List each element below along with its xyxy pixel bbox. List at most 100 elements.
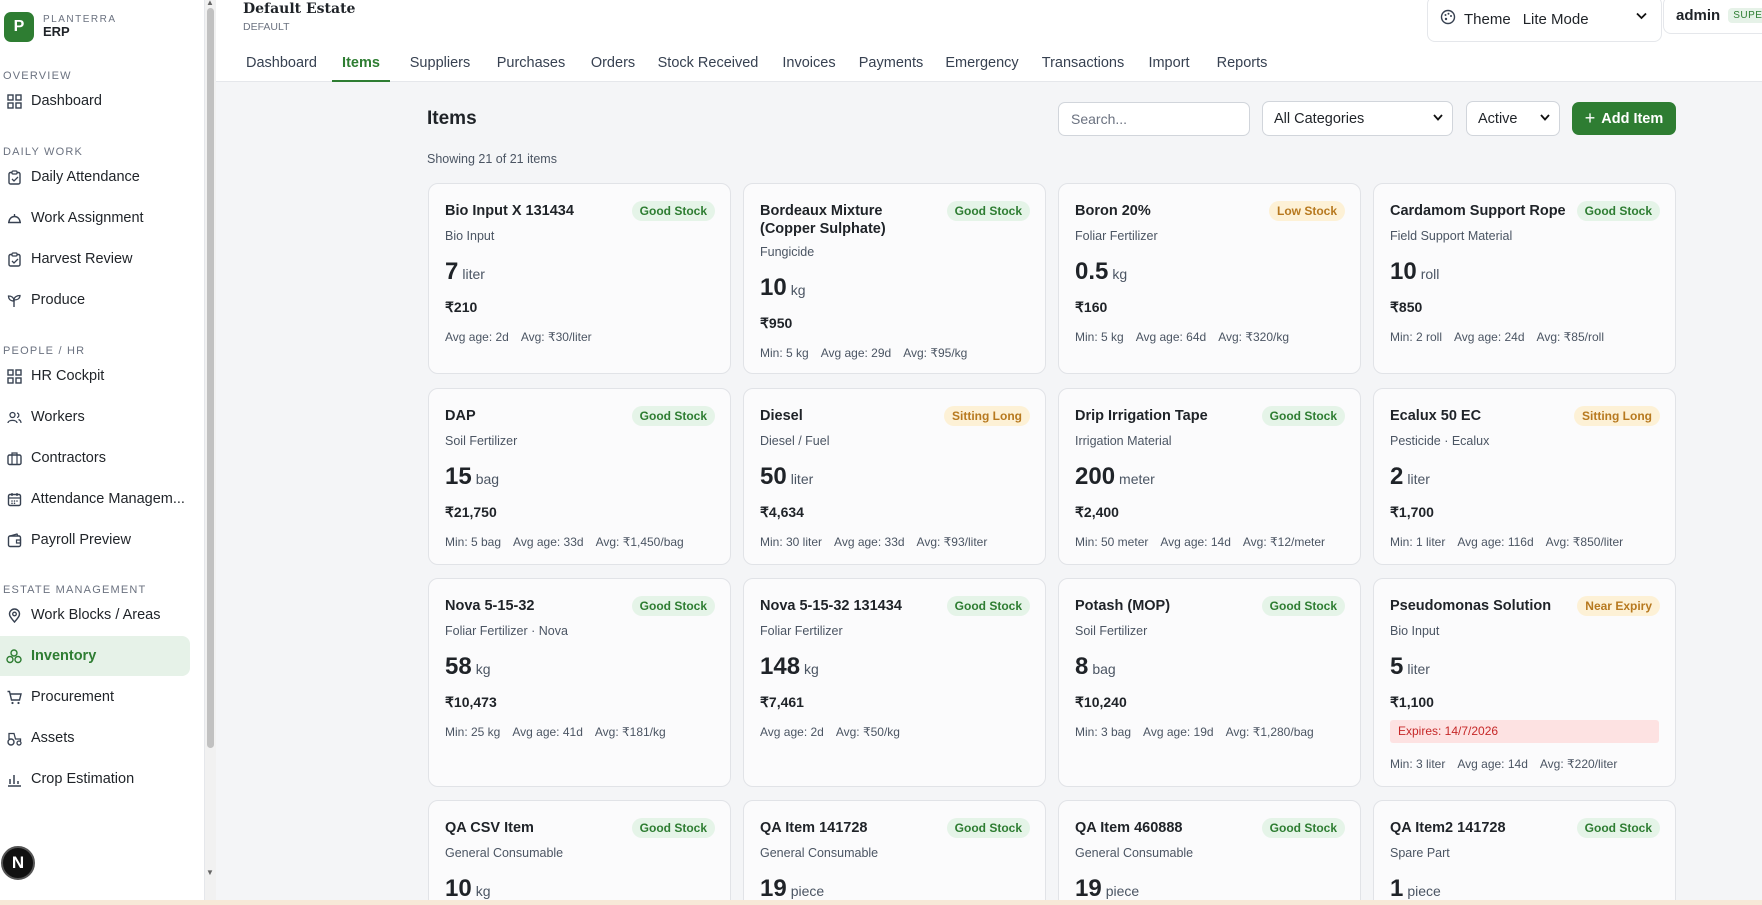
item-quantity: 7 liter [445,258,485,286]
item-card[interactable]: DAP Good Stock Soil Fertilizer 15 bag ₹21,750… [428,388,731,565]
item-value: ₹2,400 [1075,504,1119,520]
sidebar-item-payroll-preview[interactable]: Payroll Preview [0,520,190,560]
scrollbar-thumb[interactable] [207,8,214,748]
tab-reports[interactable]: Reports [1216,55,1268,71]
item-card[interactable]: Nova 5-15-32 131434 Good Stock Foliar Fert… [743,578,1046,787]
tab-transactions[interactable]: Transactions [1041,55,1125,71]
sidebar-item-label: Work Assignment [31,210,144,226]
scroll-down-icon[interactable]: ▼ [206,868,214,877]
item-card[interactable]: Cardamom Support Rope Good Stock Field Sup… [1373,183,1676,374]
sidebar-scrollbar[interactable]: ▲ ▼ [205,0,216,900]
item-quantity: 19 piece [1075,875,1139,903]
item-stats: Min: 30 liter Avg age: 33d Avg: ₹93/liter [760,535,999,549]
item-card[interactable]: Potash (MOP) Good Stock Soil Fertilizer 8 ba… [1058,578,1361,787]
floating-n-badge[interactable]: N [1,846,35,880]
item-unit: liter [1407,661,1430,677]
estate-name: Default Estate [243,1,356,17]
item-category: Bio Input [1390,624,1440,638]
user-menu[interactable]: admin SUPER [1663,0,1762,34]
tab-import[interactable]: Import [1148,55,1190,71]
item-category: Pesticide · Ecalux [1390,434,1490,448]
sidebar-item-dashboard[interactable]: Dashboard [0,81,190,121]
item-card[interactable]: Nova 5-15-32 Good Stock Foliar Fertilizer … [428,578,731,787]
item-card[interactable]: Bordeaux Mixture (Copper Sulphate) Good S… [743,183,1046,374]
item-name: QA CSV Item [445,820,534,836]
item-unit: bag [1092,661,1116,677]
tab-payments[interactable]: Payments [858,55,924,71]
item-unit: kg [790,282,806,298]
item-card[interactable]: Diesel Sitting Long Diesel / Fuel 50 liter ₹4… [743,388,1046,565]
sidebar-item-attendance-managem[interactable]: Attendance Managem... [0,479,190,519]
sidebar-item-harvest-review[interactable]: Harvest Review [0,239,190,279]
status-badge: Near Expiry [1577,596,1660,616]
item-card[interactable]: Boron 20% Low Stock Foliar Fertilizer 0.5 kg… [1058,183,1361,374]
sidebar-item-workers[interactable]: Workers [0,397,190,437]
tab-orders[interactable]: Orders [590,55,636,71]
sidebar-item-daily-attendance[interactable]: Daily Attendance [0,157,190,197]
sidebar-item-crop-estimation[interactable]: Crop Estimation [0,759,190,799]
status-badge: Sitting Long [944,406,1030,426]
item-quantity-value: 7 [445,258,459,285]
sidebar-item-label: Workers [31,409,85,425]
sidebar-item-label: Payroll Preview [31,532,131,548]
items-count: Showing 21 of 21 items [427,152,557,166]
item-category: Irrigation Material [1075,434,1172,448]
item-name: Pseudomonas Solution [1390,598,1552,614]
sidebar-item-procurement[interactable]: Procurement [0,677,190,717]
sidebar-item-hr-cockpit[interactable]: HR Cockpit [0,356,190,396]
sidebar-item-work-blocks-areas[interactable]: Work Blocks / Areas [0,595,190,635]
item-stat: Avg: ₹220/liter [1539,757,1618,771]
item-quantity: 50 liter [760,463,813,491]
item-card[interactable]: QA CSV Item Good Stock General Consumable 1… [428,800,731,905]
item-quantity-value: 8 [1075,653,1089,680]
item-card[interactable]: QA Item 460888 Good Stock General Consumab… [1058,800,1361,905]
status-badge: Good Stock [631,818,715,838]
tab-items[interactable]: Items [332,44,390,82]
category-filter[interactable]: All Categories [1262,101,1453,136]
sidebar-item-assets[interactable]: Assets [0,718,190,758]
tab-suppliers[interactable]: Suppliers [409,55,471,71]
tab-dashboard[interactable]: Dashboard [246,55,317,71]
tractor-icon [6,730,22,746]
scroll-up-icon[interactable]: ▲ [206,0,214,7]
item-quantity-value: 10 [1390,258,1417,285]
item-quantity-value: 1 [1390,875,1404,902]
brand[interactable]: P PLANTERRA ERP [4,12,117,42]
theme-selector[interactable]: Theme Lite Mode [1427,0,1662,42]
item-stats: Min: 3 bag Avg age: 19d Avg: ₹1,280/bag [1075,725,1326,739]
item-quantity-value: 10 [760,274,787,301]
sidebar-item-contractors[interactable]: Contractors [0,438,190,478]
item-quantity-value: 19 [1075,875,1102,902]
item-quantity-value: 10 [445,875,472,902]
item-card[interactable]: Bio Input X 131434 Good Stock Bio Input 7 li… [428,183,731,374]
item-stat: Avg age: 41d [512,725,583,739]
item-name: Potash (MOP) [1075,598,1171,614]
tab-invoices[interactable]: Invoices [782,55,836,71]
sidebar-item-label: Crop Estimation [31,771,135,787]
item-card[interactable]: QA Item 141728 Good Stock General Consumab… [743,800,1046,905]
add-item-button[interactable]: + Add Item [1572,102,1676,135]
item-category: Foliar Fertilizer [760,624,843,638]
briefcase-icon [6,450,22,466]
item-quantity: 10 kg [445,875,491,903]
sidebar-item-produce[interactable]: Produce [0,280,190,320]
item-card[interactable]: Ecalux 50 EC Sitting Long Pesticide · Ecal… [1373,388,1676,565]
sidebar-item-work-assignment[interactable]: Work Assignment [0,198,190,238]
tab-emergency[interactable]: Emergency [945,55,1019,71]
status-filter[interactable]: Active [1466,101,1560,136]
item-card[interactable]: QA Item2 141728 Good Stock Spare Part 1 piec… [1373,800,1676,905]
tab-stock-received[interactable]: Stock Received [657,55,759,71]
nav-section-label: DAILY WORK [3,146,84,158]
item-value: ₹1,100 [1390,694,1434,710]
item-stat: Min: 50 meter [1075,535,1149,549]
item-quantity: 10 roll [1390,258,1439,286]
page-title: Items [427,108,477,129]
item-card[interactable]: Drip Irrigation Tape Good Stock Irrigation… [1058,388,1361,565]
search-input[interactable] [1058,102,1250,136]
sidebar-item-inventory[interactable]: Inventory [0,636,190,676]
theme-value: Lite Mode [1522,10,1589,28]
item-stat: Avg age: 29d [820,346,892,360]
module-tabs: Dashboard Items Suppliers Purchases Orders St… [216,44,1762,82]
tab-purchases[interactable]: Purchases [496,55,566,71]
item-card[interactable]: Pseudomonas Solution Near Expiry Bio Input… [1373,578,1676,787]
